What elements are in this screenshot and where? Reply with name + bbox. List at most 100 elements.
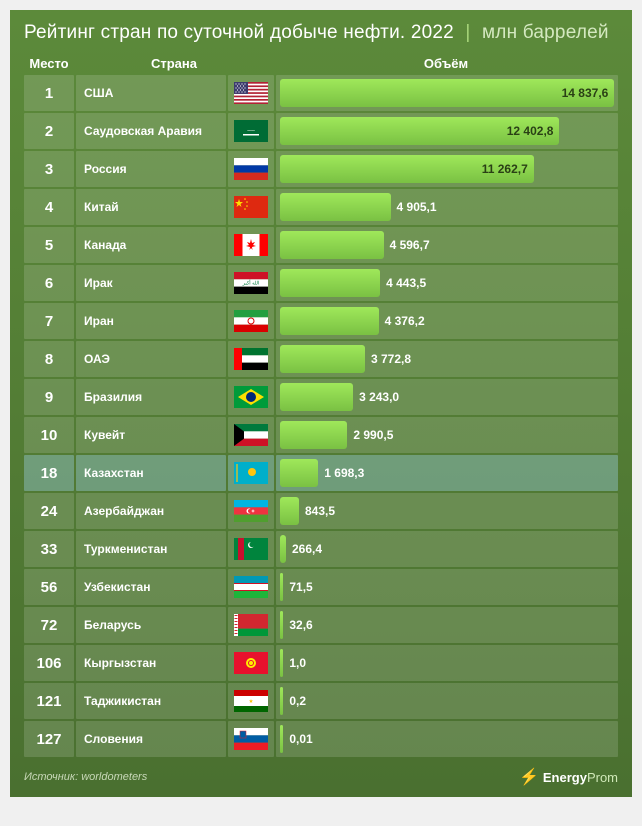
- data-row: 2Саудовская Аравияـــــ12 402,8: [24, 113, 618, 149]
- by-flag-icon: [234, 614, 268, 636]
- bar-value-label: 843,5: [305, 504, 335, 518]
- bar-value-label: 4 443,5: [386, 276, 426, 290]
- kw-flag-icon: [234, 424, 268, 446]
- bar-cell: 71,5: [276, 569, 618, 605]
- logo-prom: Prom: [587, 770, 618, 785]
- si-flag-icon: [234, 728, 268, 750]
- bar-cell: 3 772,8: [276, 341, 618, 377]
- country-cell: Россия: [76, 151, 226, 187]
- flag-cell: [228, 75, 274, 111]
- value-bar: 4 376,2: [280, 307, 379, 335]
- value-bar: 843,5: [280, 497, 299, 525]
- rank-cell: 24: [24, 493, 74, 529]
- country-cell: Канада: [76, 227, 226, 263]
- value-bar: 71,5: [280, 573, 283, 601]
- data-row: 24Азербайджан 843,5: [24, 493, 618, 529]
- value-bar: 11 262,7: [280, 155, 534, 183]
- country-cell: Бразилия: [76, 379, 226, 415]
- country-cell: Азербайджан: [76, 493, 226, 529]
- source-label: Источник: worldometers: [24, 771, 147, 783]
- bar-value-label: 3 772,8: [371, 352, 411, 366]
- flag-cell: [228, 683, 274, 719]
- rows-container: 1США 14 837,62Саудовская Аравияـــــ12 40…: [24, 75, 618, 757]
- bar-cell: 3 243,0: [276, 379, 618, 415]
- data-row: 10Кувейт 2 990,5: [24, 417, 618, 453]
- bar-value-label: 1 698,3: [324, 466, 364, 480]
- flag-cell: [228, 607, 274, 643]
- rank-cell: 121: [24, 683, 74, 719]
- bar-value-label: 0,2: [289, 694, 306, 708]
- flag-cell: [228, 493, 274, 529]
- value-bar: 4 905,1: [280, 193, 391, 221]
- rank-cell: 10: [24, 417, 74, 453]
- country-cell: США: [76, 75, 226, 111]
- rank-cell: 4: [24, 189, 74, 225]
- country-cell: ОАЭ: [76, 341, 226, 377]
- bar-cell: 4 596,7: [276, 227, 618, 263]
- bar-cell: 843,5: [276, 493, 618, 529]
- ca-flag-icon: [234, 234, 268, 256]
- bar-cell: 0,2: [276, 683, 618, 719]
- data-row: 72Беларусь32,6: [24, 607, 618, 643]
- bar-value-label: 3 243,0: [359, 390, 399, 404]
- flag-cell: [228, 645, 274, 681]
- header-rank: Место: [24, 56, 74, 71]
- chart-title: Рейтинг стран по суточной добыче нефти. …: [24, 22, 618, 44]
- data-row: 121Таджикистан0,2: [24, 683, 618, 719]
- kz-flag-icon: [234, 462, 268, 484]
- bar-value-label: 4 376,2: [385, 314, 425, 328]
- uz-flag-icon: [234, 576, 268, 598]
- data-row: 1США 14 837,6: [24, 75, 618, 111]
- data-row: 4Китай4 905,1: [24, 189, 618, 225]
- flag-cell: [228, 721, 274, 757]
- flag-cell: [228, 531, 274, 567]
- country-cell: Словения: [76, 721, 226, 757]
- rank-cell: 5: [24, 227, 74, 263]
- flag-cell: [228, 151, 274, 187]
- flag-cell: ـــــ: [228, 113, 274, 149]
- bar-cell: 12 402,8: [276, 113, 618, 149]
- tm-flag-icon: [234, 538, 268, 560]
- country-cell: Иран: [76, 303, 226, 339]
- country-cell: Туркменистан: [76, 531, 226, 567]
- flag-cell: [228, 569, 274, 605]
- ir-flag-icon: [234, 310, 268, 332]
- rank-cell: 2: [24, 113, 74, 149]
- rank-cell: 127: [24, 721, 74, 757]
- bar-value-label: 1,0: [289, 656, 306, 670]
- country-cell: Кувейт: [76, 417, 226, 453]
- header-country: Страна: [74, 56, 274, 71]
- bar-cell: 14 837,6: [276, 75, 618, 111]
- rank-cell: 1: [24, 75, 74, 111]
- bar-cell: 4 905,1: [276, 189, 618, 225]
- header-volume: Объём: [274, 56, 618, 71]
- data-row: 106Кыргызстан1,0: [24, 645, 618, 681]
- value-bar: 12 402,8: [280, 117, 559, 145]
- oil-production-chart: Рейтинг стран по суточной добыче нефти. …: [10, 10, 632, 797]
- rank-cell: 8: [24, 341, 74, 377]
- ru-flag-icon: [234, 158, 268, 180]
- iq-flag-icon: الله أكبر: [234, 272, 268, 294]
- bar-value-label: 71,5: [289, 580, 312, 594]
- bar-cell: 4 376,2: [276, 303, 618, 339]
- rank-cell: 9: [24, 379, 74, 415]
- rank-cell: 3: [24, 151, 74, 187]
- value-bar: 4 443,5: [280, 269, 380, 297]
- bar-cell: 11 262,7: [276, 151, 618, 187]
- data-row: 6Иракالله أكبر4 443,5: [24, 265, 618, 301]
- bar-value-label: 0,01: [289, 732, 312, 746]
- az-flag-icon: [234, 500, 268, 522]
- rank-cell: 56: [24, 569, 74, 605]
- title-separator: |: [465, 22, 470, 43]
- data-row: 8ОАЭ 3 772,8: [24, 341, 618, 377]
- data-row: 5Канада 4 596,7: [24, 227, 618, 263]
- bar-value-label: 4 905,1: [397, 200, 437, 214]
- bar-value-label: 2 990,5: [353, 428, 393, 442]
- bar-cell: 2 990,5: [276, 417, 618, 453]
- country-cell: Казахстан: [76, 455, 226, 491]
- rank-cell: 106: [24, 645, 74, 681]
- data-row: 18Казахстан1 698,3: [24, 455, 618, 491]
- country-cell: Ирак: [76, 265, 226, 301]
- value-bar: 1 698,3: [280, 459, 318, 487]
- value-bar: 1,0: [280, 649, 283, 677]
